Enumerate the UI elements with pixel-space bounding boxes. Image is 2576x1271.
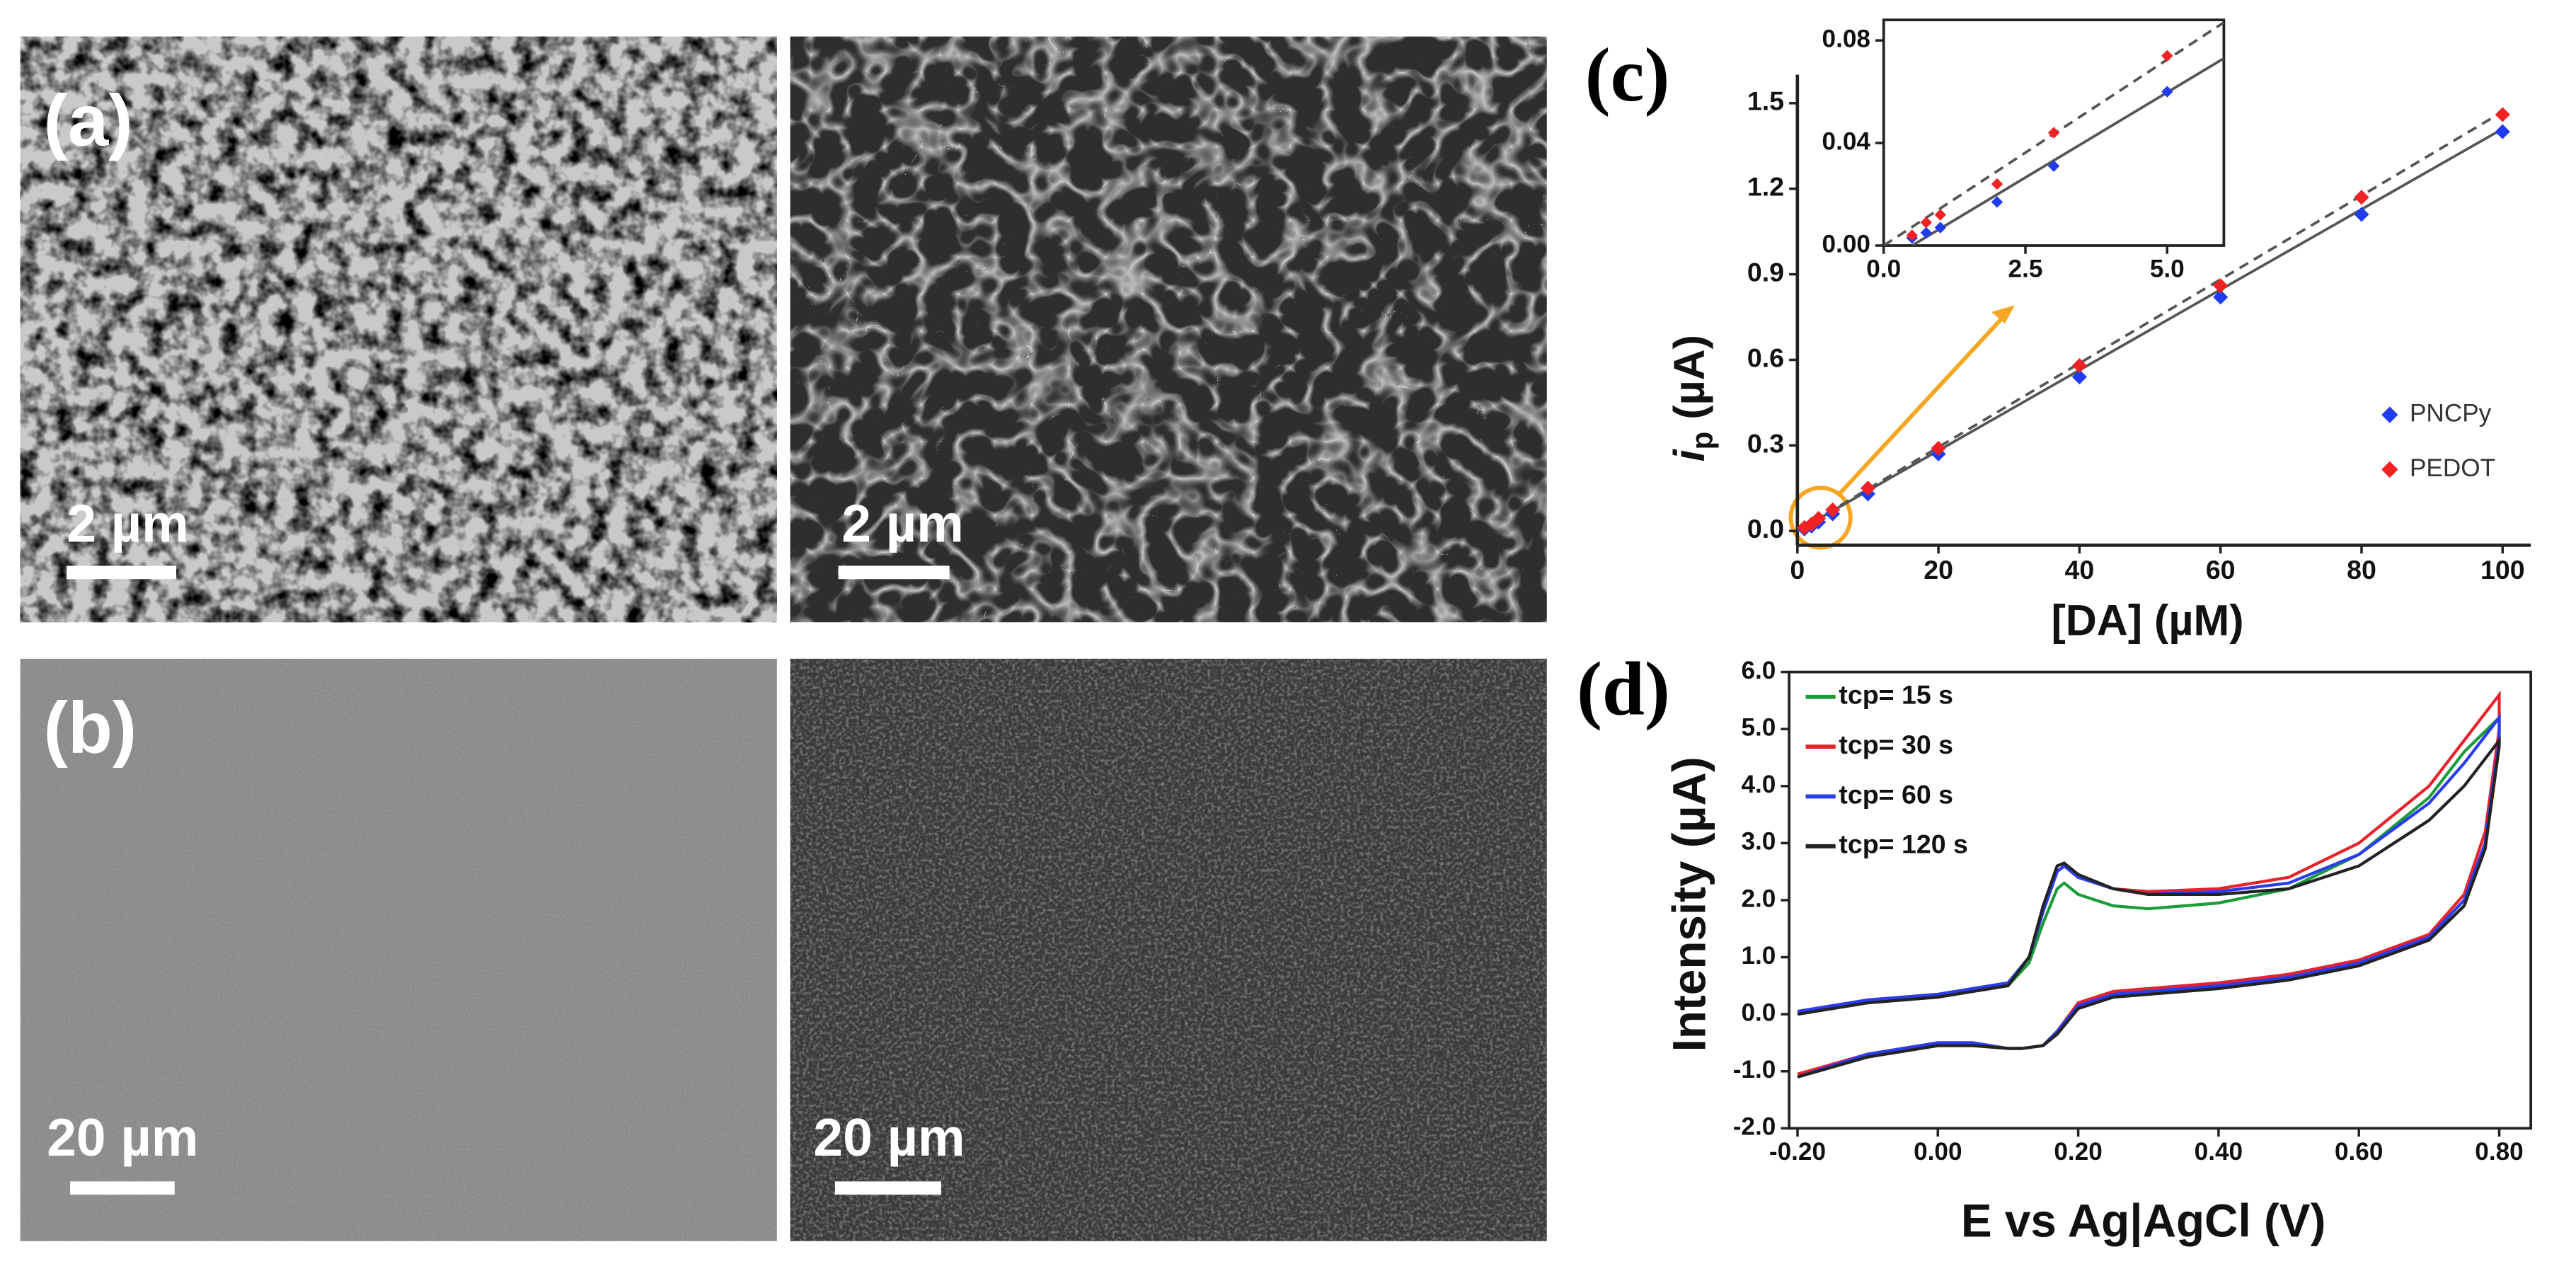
y-tick-label: 1.0 bbox=[1741, 942, 1776, 970]
x-tick-label: 80 bbox=[2347, 555, 2376, 585]
y-tick-label: 5.0 bbox=[1741, 713, 1776, 741]
y-tick-label: 1.2 bbox=[1747, 172, 1784, 202]
data-point bbox=[2354, 190, 2369, 205]
data-point bbox=[1811, 511, 1827, 527]
fit-line bbox=[1796, 110, 2504, 532]
x-tick-label: 40 bbox=[2065, 555, 2095, 585]
legend-label: tcp= 60 s bbox=[1839, 779, 1953, 809]
x-tick-label: 20 bbox=[1924, 555, 1953, 585]
x-tick-label: 0.0 bbox=[1866, 255, 1901, 282]
x-tick-label: 0.20 bbox=[2054, 1138, 2102, 1166]
y-tick-label: 1.5 bbox=[1747, 86, 1784, 116]
sem-image-a2 bbox=[790, 36, 1547, 623]
scale-bar-label: 2 µm bbox=[67, 493, 189, 553]
data-point bbox=[2047, 160, 2060, 172]
legend-label: tcp= 15 s bbox=[1839, 680, 1953, 710]
scale-bar-label: 20 µm bbox=[47, 1108, 198, 1167]
scale-bar bbox=[838, 565, 950, 580]
x-tick-label: -0.20 bbox=[1769, 1138, 1826, 1166]
scale-bar-label: 20 µm bbox=[813, 1108, 965, 1167]
y-tick-label: 0.00 bbox=[1822, 230, 1870, 258]
y-axis-label-unit: (µA) bbox=[1665, 335, 1713, 432]
panel-label: (d) bbox=[1577, 648, 1670, 732]
panel-label: (c) bbox=[1585, 33, 1670, 117]
y-tick-label: 4.0 bbox=[1741, 771, 1776, 798]
y-tick-label: 2.0 bbox=[1741, 885, 1776, 912]
data-point bbox=[1991, 196, 2003, 208]
data-point bbox=[1825, 502, 1841, 518]
fit-line bbox=[1911, 57, 2224, 246]
data-point bbox=[2047, 127, 2060, 139]
legend-marker bbox=[2381, 406, 2398, 423]
y-tick-label: 0.0 bbox=[1747, 514, 1784, 544]
y-axis-label: Intensity (µA) bbox=[1663, 757, 1715, 1052]
data-point bbox=[2213, 278, 2229, 294]
panel-label: (b) bbox=[44, 687, 137, 769]
data-point bbox=[2495, 107, 2510, 122]
data-point bbox=[1934, 222, 1947, 234]
fit-line bbox=[1796, 127, 2504, 532]
zoom-circle bbox=[1788, 485, 1853, 550]
legend-marker bbox=[2381, 461, 2398, 478]
y-tick-label: 6.0 bbox=[1741, 657, 1776, 684]
data-point bbox=[2071, 358, 2087, 374]
zoom-arrowhead bbox=[1991, 305, 2015, 324]
y-tick-label: 0.3 bbox=[1747, 428, 1784, 458]
legend-label: tcp= 30 s bbox=[1839, 730, 1953, 759]
x-axis-label: [DA] (µM) bbox=[2051, 597, 2243, 645]
sem-image-b1 bbox=[20, 658, 777, 1241]
data-point bbox=[2354, 207, 2369, 222]
x-tick-label: 0 bbox=[1790, 555, 1805, 585]
data-point bbox=[2161, 86, 2173, 98]
scale-bar-label: 2 µm bbox=[841, 493, 964, 553]
scale-bar bbox=[834, 1181, 941, 1195]
y-tick-label: -2.0 bbox=[1733, 1113, 1776, 1141]
y-axis-label: ip (µA) bbox=[1665, 335, 1718, 461]
data-point bbox=[1860, 481, 1876, 496]
x-tick-label: 60 bbox=[2206, 555, 2236, 585]
sem-image-a1 bbox=[20, 36, 777, 623]
scale-bar bbox=[67, 565, 177, 580]
plot-frame bbox=[1788, 670, 2533, 1130]
legend-label: tcp= 120 s bbox=[1839, 829, 1967, 859]
y-tick-label: -1.0 bbox=[1733, 1056, 1776, 1083]
x-axis-label: E vs Ag|AgCl (V) bbox=[1961, 1195, 2326, 1248]
data-point bbox=[2161, 50, 2173, 62]
data-point bbox=[2071, 369, 2087, 385]
y-tick-label: 0.08 bbox=[1822, 25, 1870, 52]
zoom-arrow bbox=[1837, 314, 2007, 496]
y-tick-label: 0.0 bbox=[1741, 999, 1776, 1026]
legend-label: PNCPy bbox=[2410, 399, 2492, 427]
sem-image-b2 bbox=[790, 658, 1547, 1241]
y-tick-label: 0.9 bbox=[1747, 258, 1784, 287]
x-tick-label: 0.00 bbox=[1914, 1138, 1962, 1166]
x-tick-label: 0.60 bbox=[2335, 1138, 2383, 1166]
data-point bbox=[2495, 124, 2510, 139]
x-tick-label: 0.80 bbox=[2475, 1138, 2523, 1166]
x-tick-label: 2.5 bbox=[2008, 255, 2043, 282]
y-tick-label: 0.6 bbox=[1747, 343, 1784, 372]
y-axis-label-main: i bbox=[1665, 449, 1713, 461]
scale-bar bbox=[70, 1181, 175, 1195]
y-axis-label-sub: p bbox=[1686, 432, 1719, 450]
x-tick-label: 100 bbox=[2480, 555, 2525, 585]
panel-label: (a) bbox=[44, 79, 133, 161]
legend-label: PEDOT bbox=[2410, 454, 2495, 482]
y-tick-label: 0.04 bbox=[1822, 127, 1871, 155]
x-tick-label: 0.40 bbox=[2195, 1138, 2243, 1166]
plots: 0 20 40 60 80 100 0.0 0.3 0.6 0.9 1.2 1.5 [DA] (µM) i… bbox=[1663, 18, 2533, 1248]
y-tick-label: 3.0 bbox=[1741, 828, 1776, 856]
x-tick-label: 5.0 bbox=[2150, 255, 2185, 282]
cv-curve bbox=[1797, 736, 2501, 1079]
